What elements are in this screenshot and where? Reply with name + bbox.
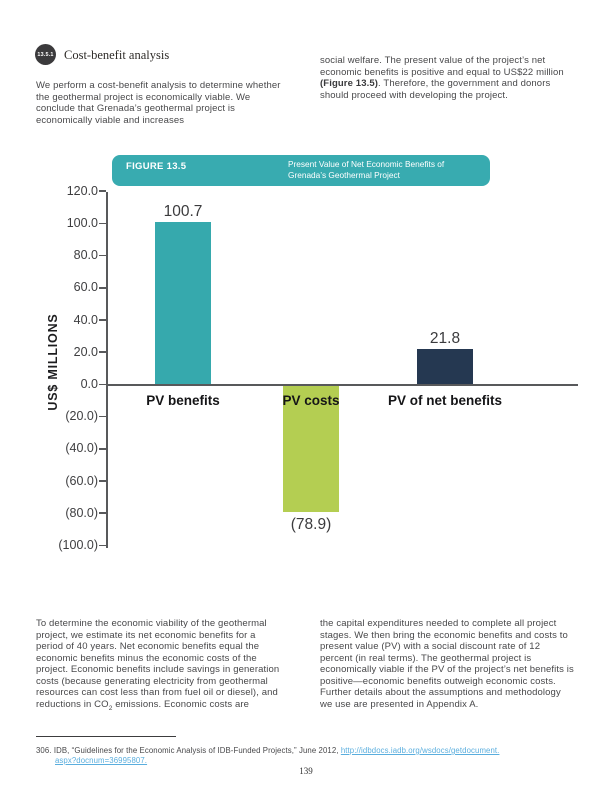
y-tick-label: 0.0 [80, 377, 98, 391]
y-tick-label: 20.0 [73, 344, 98, 359]
footnote-text: 306. IDB, “Guidelines for the Economic A… [36, 746, 341, 755]
footnote-divider [36, 736, 176, 737]
category-label-pv-of-net-benefits: PV of net benefits [387, 393, 502, 408]
footnote-line1: 306. IDB, “Guidelines for the Economic A… [36, 746, 499, 755]
intro-right-text: social welfare. The present value of the… [320, 55, 564, 78]
bar-value-label: 21.8 [429, 329, 461, 347]
body-left-text-end: emissions. Economic costs are [112, 698, 250, 710]
body-left-text: To determine the economic viability of t… [36, 618, 280, 710]
body-paragraph-left: To determine the economic viability of t… [36, 618, 285, 714]
y-tick-mark [99, 480, 106, 482]
x-axis-baseline [106, 383, 578, 386]
body-paragraph-right: the capital expenditures needed to compl… [320, 618, 574, 710]
figure-title-line2: Grenada’s Geothermal Project [288, 170, 400, 181]
footnote-line2: aspx?docnum=36995807. [55, 756, 147, 765]
bar-value-label: (78.9) [290, 516, 332, 534]
y-tick-label: 80.0 [73, 248, 98, 263]
page-number: 139 [299, 766, 313, 776]
section-heading: Cost-benefit analysis [64, 48, 170, 62]
figure-header-bar: FIGURE 13.5 Present Value of Net Economi… [112, 155, 490, 186]
bar-pv-of-net-benefits [417, 349, 473, 385]
intro-paragraph-left: We perform a cost-benefit analysis to de… [36, 80, 281, 126]
co2-subscript: 2 [108, 704, 113, 712]
figure-title: Present Value of Net Economic Benefits o… [288, 159, 483, 182]
y-tick-mark [99, 351, 106, 354]
y-tick-mark [99, 383, 106, 386]
y-tick-mark [99, 222, 106, 225]
y-tick-mark [99, 512, 106, 515]
y-tick-mark [99, 286, 106, 289]
intro-paragraph-right: social welfare. The present value of the… [320, 55, 567, 101]
y-tick-label: 40.0 [73, 312, 98, 327]
bar-pv-benefits [155, 222, 211, 385]
y-tick-label: 100.0 [66, 216, 98, 230]
y-axis-line [106, 192, 108, 548]
figure-reference: (Figure 13.5) [320, 78, 379, 89]
section-number: 13.5.1 [37, 51, 54, 58]
footnote-link[interactable]: http://idbdocs.iadb.org/wsdocs/getdocume… [340, 746, 500, 755]
y-tick-label: (40.0) [65, 441, 98, 456]
bar-pv-costs [283, 384, 339, 512]
y-tick-label: (20.0) [65, 409, 98, 424]
y-tick-label: (60.0) [65, 473, 98, 488]
category-label-pv-benefits: PV benefits [146, 393, 220, 408]
category-label-pv-costs: PV costs [282, 393, 340, 408]
y-tick-mark [99, 415, 106, 418]
y-tick-mark [99, 319, 106, 321]
intro-right-text-end: . Therefore, the government and donors s… [320, 78, 551, 101]
bar-value-label: 100.7 [163, 202, 203, 220]
y-tick-mark [99, 544, 106, 547]
y-tick-mark [99, 190, 106, 193]
footnote-link-continued[interactable]: aspx?docnum=36995807. [55, 756, 148, 765]
figure-title-line1: Present Value of Net Economic Benefits o… [288, 159, 445, 169]
y-tick-label: 120.0 [66, 183, 98, 198]
y-tick-label: (80.0) [65, 505, 98, 520]
figure-label: FIGURE 13.5 [126, 161, 187, 172]
y-tick-label: (100.0) [58, 538, 98, 552]
y-tick-label: 60.0 [73, 280, 98, 295]
y-tick-mark [99, 447, 106, 450]
y-tick-mark [99, 254, 106, 257]
section-number-badge: 13.5.1 [35, 44, 56, 65]
